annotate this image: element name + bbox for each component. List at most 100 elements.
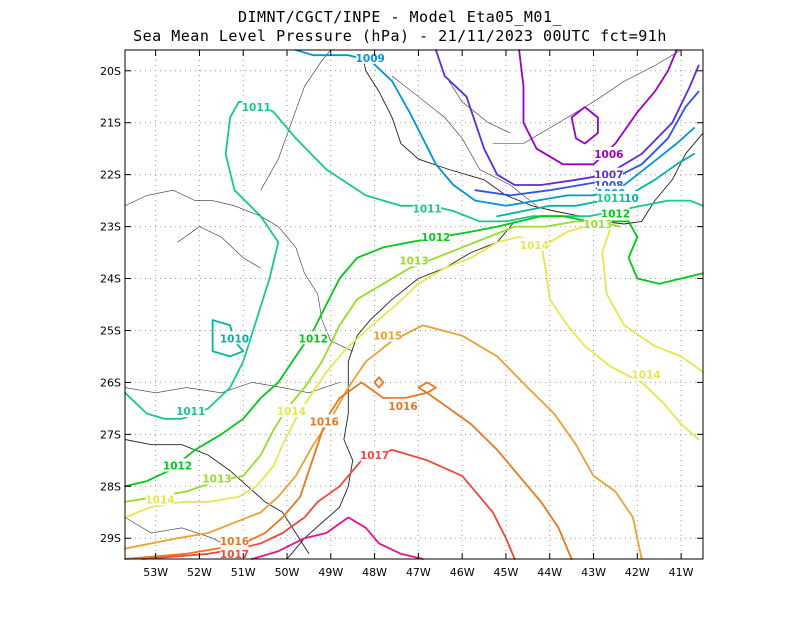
isobar-label-background — [594, 167, 623, 181]
isobar-label-1017: 1017 — [220, 549, 249, 561]
isobar-1009 — [294, 49, 696, 207]
isobar-label-background — [220, 546, 249, 560]
isobar-1016 — [373, 376, 385, 389]
isobar-1010 — [211, 319, 245, 358]
isobar-label-1009: 1009 — [356, 53, 385, 65]
isobar-label-background — [220, 331, 249, 345]
isobar-label-background — [597, 191, 626, 205]
state-border — [448, 81, 511, 134]
chart-subtitle: Sea Mean Level Pressure (hPa) - 21/11/20… — [133, 27, 667, 45]
x-tick-label: 47W — [406, 566, 431, 579]
y-tick-label: 28S — [100, 480, 121, 493]
y-tick-label: 20S — [100, 65, 121, 78]
isobar-label-1013: 1013 — [202, 473, 231, 485]
state-border — [124, 189, 353, 352]
isobar-label-background — [202, 471, 231, 485]
plot-frame — [124, 49, 704, 560]
isobar-1014 — [601, 225, 704, 373]
state-border — [260, 49, 332, 191]
isobar-1016 — [417, 381, 437, 394]
isobar-label-background — [146, 492, 175, 506]
isobar-1014 — [124, 225, 599, 519]
isobar-label-background — [242, 100, 271, 114]
isobar-label-background — [520, 237, 549, 251]
isobar-1014 — [540, 241, 700, 441]
x-tick-label: 51W — [231, 566, 256, 579]
isobar-label-1012: 1012 — [421, 232, 450, 244]
state-border — [492, 49, 682, 144]
isobar-label-1011: 1011 — [596, 193, 625, 205]
y-tick-label: 26S — [100, 376, 121, 389]
isobar-label-background — [389, 398, 418, 412]
isobar-label-1011: 1011 — [242, 102, 271, 114]
y-tick-label: 24S — [100, 273, 121, 286]
coastline — [124, 439, 310, 555]
isobar-1007 — [435, 49, 700, 186]
isobar-label-1016: 1016 — [388, 401, 417, 413]
isobar-1015 — [124, 324, 643, 560]
isobar-label-1010: 1010 — [220, 333, 249, 345]
isobar-labels: 1006100710081009100910101010101110111011… — [145, 50, 661, 561]
isobar-label-background — [176, 403, 205, 417]
y-tick-label: 23S — [100, 221, 121, 234]
x-tick-label: 49W — [318, 566, 343, 579]
y-tick-label: 22S — [100, 169, 121, 182]
isobar-label-1014: 1014 — [145, 494, 174, 506]
isobar-label-background — [310, 414, 339, 428]
x-tick-label: 43W — [581, 566, 606, 579]
y-tick-label: 27S — [100, 428, 121, 441]
isobar-1006 — [570, 106, 599, 145]
isobar-label-background — [277, 403, 306, 417]
isobar-label-background — [400, 253, 428, 267]
axis-ticks: 53W 52W 51W 50W 49W 48W 47W 46W 45W 44W 43W 42W 41W 2… — [100, 50, 703, 579]
y-tick-label: 25S — [100, 324, 121, 337]
isobar-label-background — [632, 367, 661, 381]
isobar-label-background — [413, 201, 442, 215]
coastline — [286, 221, 516, 560]
isobar-label-1013: 1013 — [399, 255, 428, 267]
isobar-label-background — [360, 448, 389, 462]
isobar-label-1014: 1014 — [520, 240, 549, 252]
isobar-label-1011: 1011 — [176, 406, 205, 418]
x-tick-label: 45W — [494, 566, 519, 579]
x-tick-label: 52W — [187, 566, 212, 579]
isobar-label-background — [356, 50, 385, 64]
x-tick-label: 46W — [450, 566, 475, 579]
isobar-label-1014: 1014 — [277, 406, 306, 418]
y-tick-label: 29S — [100, 532, 121, 545]
isobar-1017 — [141, 449, 516, 560]
isobar-label-1015: 1015 — [373, 331, 402, 343]
isobar-label-background — [299, 331, 328, 345]
isobar-1011 — [124, 101, 704, 420]
isobar-label-1012: 1012 — [299, 333, 328, 345]
x-tick-label: 53W — [143, 566, 168, 579]
isobar-1018 — [251, 516, 424, 560]
state-border — [391, 75, 537, 207]
isobar-label-1016: 1016 — [310, 416, 339, 428]
isobar-label-background — [220, 533, 249, 547]
isobar-label-1011: 1011 — [413, 203, 442, 215]
x-tick-label: 42W — [625, 566, 650, 579]
x-tick-label: 48W — [362, 566, 387, 579]
isobar-label-1016: 1016 — [220, 536, 249, 548]
isobar-label-1012: 1012 — [163, 461, 192, 473]
isobar-label-1006: 1006 — [594, 149, 623, 161]
chart-title: DIMNT/CGCT/INPE - Model Eta05_M01_ — [237, 8, 563, 26]
x-tick-label: 50W — [275, 566, 300, 579]
isobar-1006 — [518, 49, 678, 166]
state-border — [124, 382, 340, 394]
x-tick-label: 41W — [669, 566, 694, 579]
y-tick-label: 21S — [100, 117, 121, 130]
isobar-label-background — [594, 146, 623, 160]
isobar-label-background — [583, 216, 612, 230]
isobar-label-1013: 1013 — [583, 219, 612, 231]
isobar-label-background — [421, 229, 450, 243]
isobar-label-background — [163, 458, 192, 472]
isobar-label-1014: 1014 — [631, 370, 660, 382]
isobar-label-1017: 1017 — [360, 450, 389, 462]
x-tick-label: 44W — [537, 566, 562, 579]
state-border — [177, 226, 261, 269]
isobar-label-background — [601, 206, 630, 220]
